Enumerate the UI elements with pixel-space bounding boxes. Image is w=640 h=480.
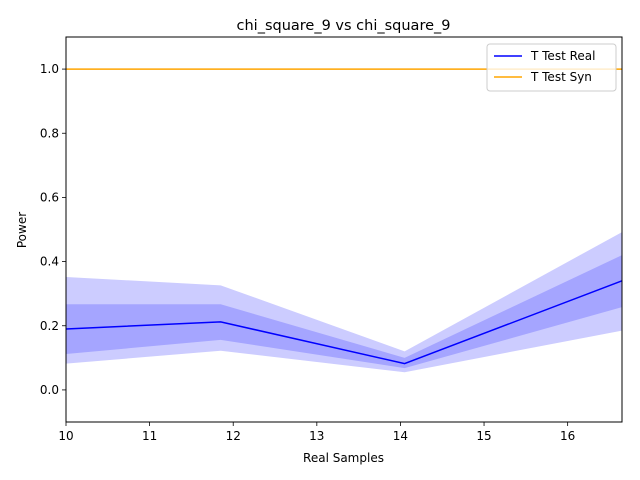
y-tick-label: 0.4	[40, 255, 59, 269]
confidence-bands	[66, 232, 622, 373]
legend: T Test Real T Test Syn	[486, 43, 617, 92]
legend-label-t-test-real: T Test Real	[530, 49, 595, 63]
y-tick-label: 0.2	[40, 319, 59, 333]
y-tick-label: 1.0	[40, 62, 59, 76]
chart-title: chi_square_9 vs chi_square_9	[237, 18, 451, 34]
x-tick-label: 13	[309, 429, 324, 443]
x-tick-label: 11	[142, 429, 157, 443]
x-tick-label: 10	[58, 429, 73, 443]
x-axis-ticks: 10 11 12 13 14 15 16	[58, 422, 575, 443]
x-tick-label: 14	[393, 429, 408, 443]
y-axis-label: Power	[15, 212, 29, 248]
x-tick-label: 16	[560, 429, 575, 443]
x-axis-label: Real Samples	[303, 451, 384, 465]
series-line-t-test-real	[65, 280, 623, 365]
inner-band-t-test-real	[66, 255, 622, 369]
y-tick-label: 0.0	[40, 383, 59, 397]
x-tick-label: 15	[476, 429, 491, 443]
plot-area-frame	[65, 36, 623, 423]
x-tick-label: 12	[226, 429, 241, 443]
y-axis-ticks: 0.0 0.2 0.4 0.6 0.8 1.0	[40, 62, 66, 397]
y-tick-label: 0.8	[40, 126, 59, 140]
y-tick-label: 0.6	[40, 190, 59, 204]
legend-label-t-test-syn: T Test Syn	[530, 70, 592, 84]
